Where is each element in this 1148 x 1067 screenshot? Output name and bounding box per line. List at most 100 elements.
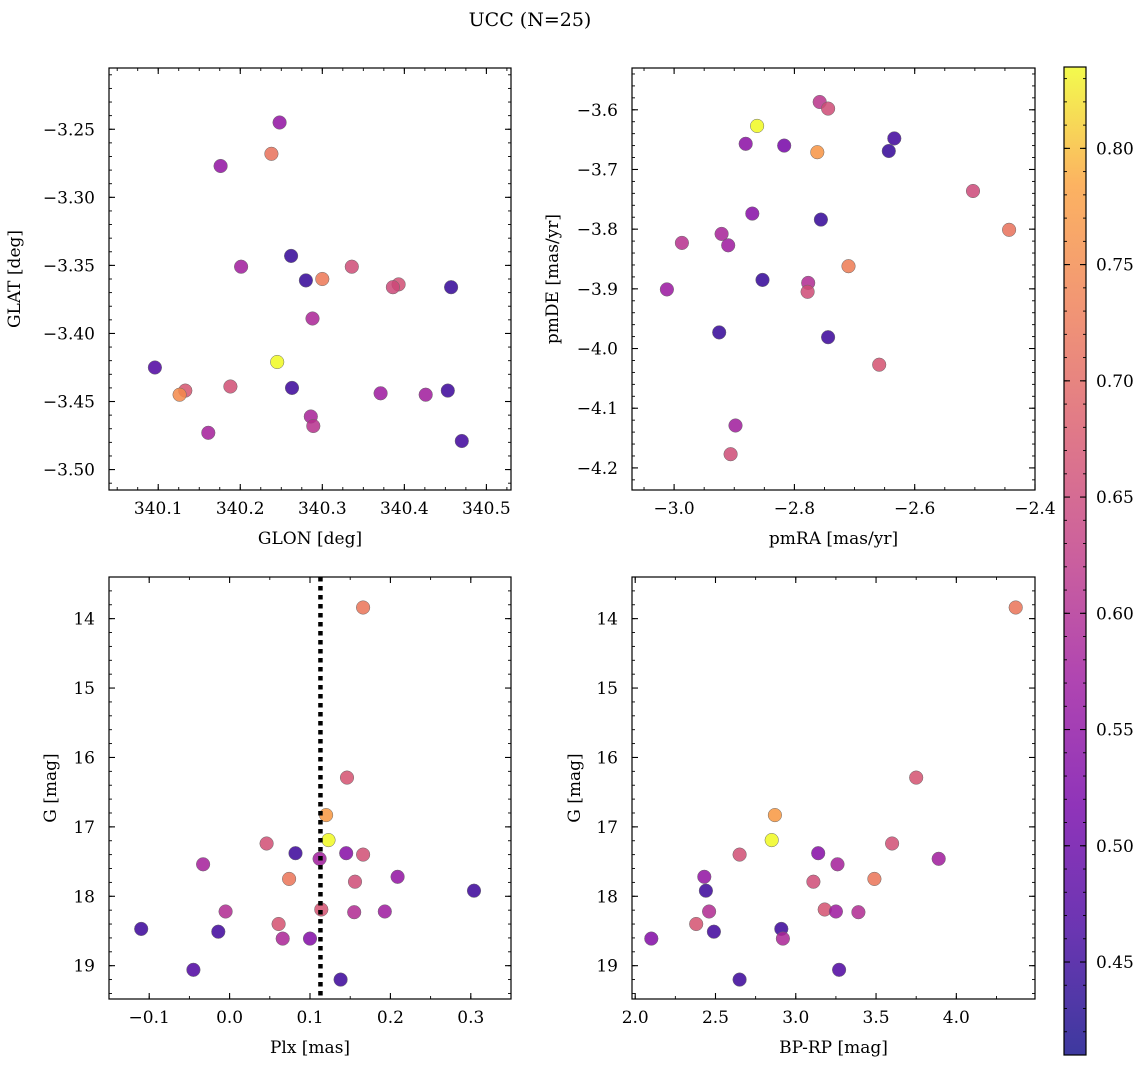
y-tick-label: 15 <box>596 679 618 699</box>
scatter-point <box>201 425 216 440</box>
colorbar-tick-label: 0.50 <box>1096 837 1134 857</box>
scatter-point <box>134 921 149 936</box>
scatter-point <box>373 386 388 401</box>
scatter-point <box>811 846 826 861</box>
scatter-point <box>347 905 362 920</box>
y-tick-label: −3.6 <box>577 101 618 121</box>
scatter-point <box>196 857 211 872</box>
scatter-point <box>881 143 896 159</box>
x-tick-label: 340.4 <box>380 499 429 519</box>
scatter-point <box>270 354 285 370</box>
scatter-point <box>821 330 836 345</box>
y-tick-label: −3.30 <box>43 188 95 208</box>
scatter-point <box>732 847 747 862</box>
scatter-point <box>1002 222 1017 237</box>
x-tick-label: −2.6 <box>894 499 935 519</box>
x-tick-label: 2.0 <box>622 1008 649 1028</box>
scatter-point <box>644 931 659 946</box>
panel-3: −0.1 0.0 0.1 0.2 0.3 14 15 16 17 18 19 Plx [mas] G [… <box>41 576 512 1058</box>
y-tick-label: 16 <box>73 748 95 768</box>
colorbar-tick-label: 0.70 <box>1096 372 1134 392</box>
y-tick-label: −3.50 <box>43 461 95 481</box>
scatter-point <box>887 131 902 146</box>
axes-frame <box>631 67 1036 491</box>
y-tick-label: −4.0 <box>577 340 618 360</box>
scatter-point <box>698 883 713 898</box>
panel-2: −3.0 −2.8 −2.6 −2.4 −3.6 −3.7 −3.8 −3.9 −4.0 −4.1… <box>543 67 1056 549</box>
scatter-point <box>271 916 286 932</box>
x-tick-label: 340.5 <box>462 499 511 519</box>
x-axis-label: BP-RP [mag] <box>779 1038 888 1058</box>
scatter-point <box>777 138 792 153</box>
scatter-point <box>211 924 226 939</box>
y-tick-label: −3.35 <box>43 256 95 276</box>
scatter-point <box>767 808 782 823</box>
scatter-point <box>147 360 162 375</box>
colorbar-frame <box>1063 66 1087 1056</box>
scatter-point <box>909 770 924 785</box>
scatter-point <box>828 904 843 919</box>
y-tick-label: 17 <box>73 818 95 838</box>
y-tick-label: 14 <box>73 610 95 630</box>
y-tick-label: 14 <box>596 610 618 630</box>
colorbar-tick-label: 0.60 <box>1096 604 1134 624</box>
x-axis-label: pmRA [mas/yr] <box>769 529 898 549</box>
scatter-point <box>390 869 405 884</box>
scatter-point <box>702 904 717 919</box>
panel-1: 340.1 340.2 340.3 340.4 340.5 −3.25 −3.30 −3.35… <box>5 67 512 549</box>
scatter-point <box>339 846 354 861</box>
colorbar-tick-label: 0.55 <box>1096 721 1134 741</box>
x-tick-label: 340.3 <box>298 499 347 519</box>
scatter-point <box>172 387 187 402</box>
scatter-point <box>356 600 371 615</box>
colorbar-tick-label: 0.75 <box>1096 256 1134 276</box>
scatter-point <box>339 770 355 785</box>
y-tick-label: 18 <box>73 887 95 907</box>
y-tick-label: 19 <box>73 957 95 977</box>
x-tick-label: 3.5 <box>863 1008 890 1028</box>
y-tick-label: −3.40 <box>43 324 95 344</box>
scatter-point <box>213 158 228 174</box>
y-tick-label: −3.45 <box>43 393 95 413</box>
scatter-point <box>885 836 900 851</box>
scatter-point <box>298 273 313 288</box>
scatter-point <box>264 146 279 161</box>
y-tick-label: 15 <box>73 679 95 699</box>
scatter-point <box>466 883 482 898</box>
x-axis-label: Plx [mas] <box>270 1038 350 1058</box>
y-tick-label: −3.8 <box>577 220 618 240</box>
scatter-point <box>867 871 882 886</box>
y-tick-label: −3.25 <box>43 120 95 140</box>
scatter-point <box>872 357 887 372</box>
y-axis-label: G [mag] <box>41 753 61 822</box>
scatter-point <box>186 962 201 977</box>
scatter-point <box>851 905 866 920</box>
scatter-point <box>712 325 727 340</box>
colorbar-tick-label: 0.80 <box>1096 139 1134 159</box>
y-tick-label: −4.1 <box>577 399 618 419</box>
scatter-point <box>745 206 760 221</box>
scatter-point <box>288 846 303 861</box>
scatter-point <box>706 924 721 939</box>
x-tick-label: 0.3 <box>457 1008 484 1028</box>
scatter-point <box>306 418 321 434</box>
scatter-point <box>830 857 845 872</box>
colorbar-tick-label: 0.65 <box>1096 488 1134 508</box>
scatter-point <box>454 433 469 449</box>
scatter-point <box>755 272 770 287</box>
scatter-point <box>444 280 459 295</box>
scatter-point <box>344 259 359 274</box>
scatter-point <box>813 212 828 227</box>
x-tick-label: 4.0 <box>943 1008 970 1028</box>
scatter-point <box>821 101 836 116</box>
y-tick-label: −4.2 <box>577 459 618 479</box>
x-tick-label: 0.2 <box>377 1008 404 1028</box>
y-tick-label: 18 <box>596 887 618 907</box>
scatter-point <box>321 833 336 848</box>
x-tick-label: 340.2 <box>216 499 265 519</box>
scatter-point <box>284 380 300 395</box>
x-axis-label: GLON [deg] <box>258 529 362 549</box>
y-tick-label: −3.7 <box>577 160 618 180</box>
scatter-point <box>810 145 825 160</box>
